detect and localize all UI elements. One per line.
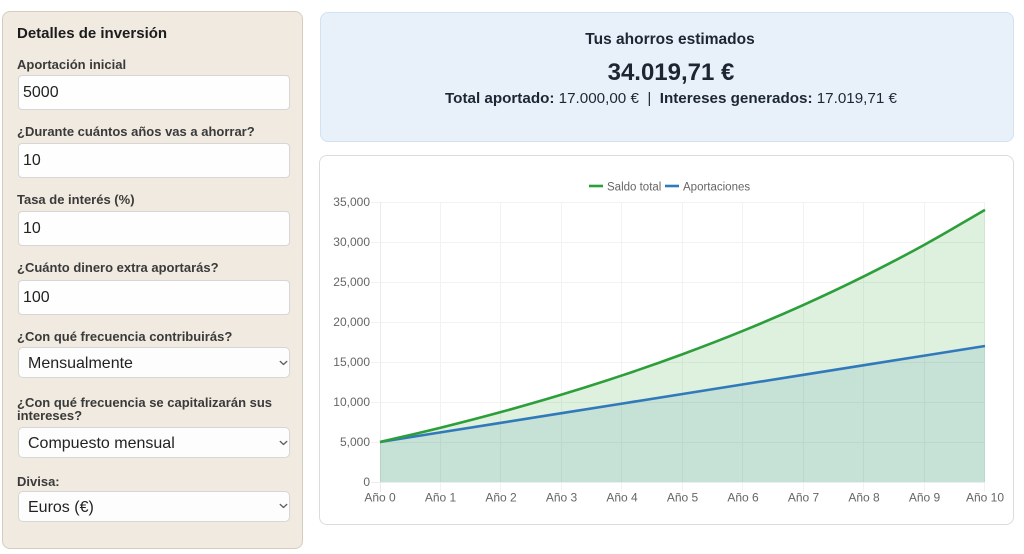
svg-text:Año 5: Año 5 [667, 491, 699, 505]
svg-text:Año 4: Año 4 [606, 491, 638, 505]
svg-text:Saldo total: Saldo total [607, 182, 661, 194]
svg-text:10,000: 10,000 [333, 395, 370, 409]
svg-text:0: 0 [363, 475, 370, 489]
svg-text:Año 1: Año 1 [425, 491, 457, 505]
svg-text:Año 9: Año 9 [909, 491, 941, 505]
svg-text:Año 6: Año 6 [727, 491, 759, 505]
svg-text:5,000: 5,000 [340, 435, 370, 449]
svg-text:Año 0: Año 0 [364, 491, 396, 505]
svg-text:Año 3: Año 3 [546, 491, 578, 505]
svg-text:Año 7: Año 7 [788, 491, 820, 505]
svg-text:30,000: 30,000 [333, 235, 370, 249]
svg-text:15,000: 15,000 [333, 355, 370, 369]
svg-text:20,000: 20,000 [333, 315, 370, 329]
svg-text:Año 2: Año 2 [485, 491, 517, 505]
svg-text:25,000: 25,000 [333, 275, 370, 289]
svg-text:Aportaciones: Aportaciones [683, 182, 750, 194]
svg-text:35,000: 35,000 [333, 195, 370, 209]
svg-text:Año 8: Año 8 [848, 491, 880, 505]
svg-text:Año 10: Año 10 [966, 491, 1004, 505]
